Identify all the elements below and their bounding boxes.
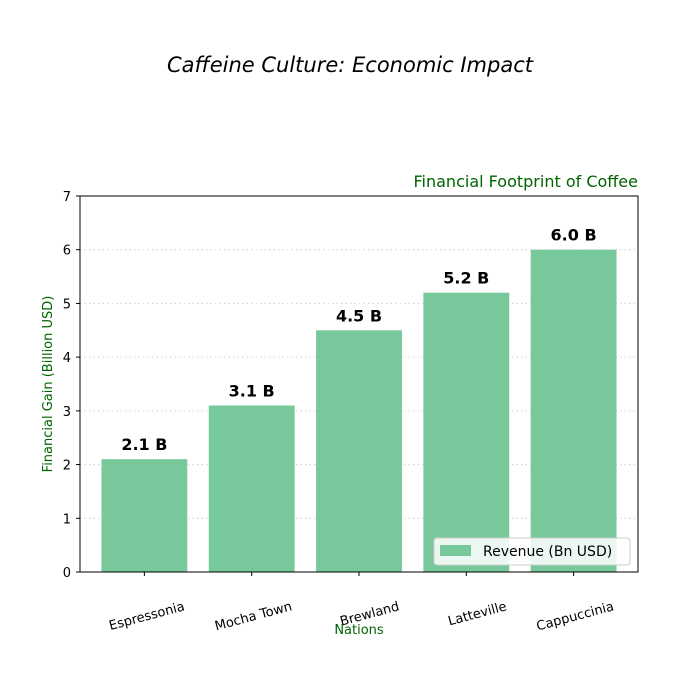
bar: [208, 405, 295, 572]
y-tick-label: 5: [63, 297, 71, 312]
y-axis-label: Financial Gain (Billion USD): [41, 296, 56, 473]
bar-value-label: 6.0 B: [551, 226, 597, 245]
x-tick-label: Espressonia: [108, 599, 187, 634]
x-tick-label: Mocha Town: [213, 599, 293, 634]
bar-value-label: 4.5 B: [336, 306, 382, 325]
legend: Revenue (Bn USD): [433, 537, 631, 566]
y-tick-label: 2: [63, 459, 71, 474]
bar-value-label: 2.1 B: [121, 435, 167, 454]
bars: [101, 249, 617, 572]
bar: [316, 330, 402, 572]
bar-value-label: 5.2 B: [443, 269, 489, 288]
y-tick-label: 3: [63, 405, 71, 420]
y-tick-label: 7: [63, 190, 71, 205]
x-tick-label: Latteville: [447, 599, 509, 629]
bar: [423, 292, 510, 572]
bar-labels: 2.1 B 3.1 B 4.5 B 5.2 B 6.0 B: [121, 226, 596, 454]
chart-title: Caffeine Culture: Economic Impact: [167, 53, 534, 77]
bar-value-label: 3.1 B: [229, 381, 275, 400]
x-tick-label: Cappuccinia: [535, 599, 616, 634]
legend-swatch: [440, 545, 471, 556]
bar: [530, 249, 617, 572]
y-axis: 0 1 2 3 4 5 6 7: [63, 190, 80, 581]
y-tick-label: 6: [63, 244, 71, 259]
chart-subtitle: Financial Footprint of Coffee: [414, 172, 639, 191]
legend-label: Revenue (Bn USD): [483, 544, 612, 560]
x-axis-label: Nations: [334, 623, 384, 638]
bar: [101, 459, 188, 572]
legend-box: [433, 537, 631, 566]
y-tick-label: 4: [63, 351, 71, 366]
y-tick-label: 1: [63, 512, 71, 527]
y-tick-label: 0: [63, 566, 71, 581]
